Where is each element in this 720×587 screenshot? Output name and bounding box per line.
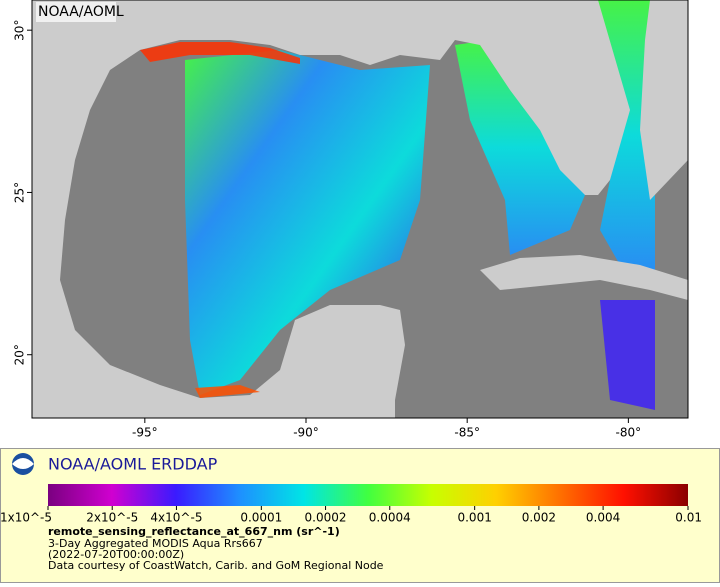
noaa-logo-bird [12, 458, 34, 469]
data-swath [455, 40, 585, 255]
land [32, 0, 688, 418]
colorbar-tick-label: 0.01 [675, 511, 702, 525]
info-line: (2022-07-20T00:00:00Z) [48, 548, 184, 561]
colorbar-tick-label: 4x10^-5 [150, 511, 202, 525]
watermark-bg [36, 2, 116, 22]
colorbar-tick-label: 1x10^-5 [0, 511, 52, 525]
colorbar-tick-label: 0.0004 [369, 511, 411, 525]
legend-panel [0, 448, 720, 583]
colorbar-tick-label: 0.004 [586, 511, 620, 525]
colorbar [48, 484, 688, 506]
info-line: Data courtesy of CoastWatch, Carib. and … [48, 559, 384, 572]
y-tick-label: 25° [13, 182, 27, 203]
x-tick-label: -90° [293, 426, 319, 440]
colorbar-tick-label: 0.0001 [240, 511, 282, 525]
map-frame [31, 0, 689, 419]
data-swath [600, 300, 655, 410]
variable-name: remote_sensing_reflectance_at_667_nm (sr… [48, 525, 340, 538]
colorbar-tick-label: 0.0002 [305, 511, 347, 525]
x-tick-label: -80° [616, 426, 642, 440]
coast-bloom [140, 42, 300, 64]
colorbar-tick-label: 0.001 [457, 511, 491, 525]
legend-title: NOAA/AOML ERDDAP [48, 455, 218, 474]
legend: NOAA/AOML ERDDAP remote_sensing_reflecta… [0, 448, 720, 583]
watermark: NOAA/AOML [38, 4, 124, 20]
map [31, 0, 689, 419]
data-swath [595, 0, 655, 270]
y-tick-label: 20° [13, 344, 27, 365]
x-tick-label: -85° [454, 426, 480, 440]
info-line: 3-Day Aggregated MODIS Aqua Rrs667 [48, 537, 263, 550]
colorbar-tick-label: 2x10^-5 [86, 511, 138, 525]
colorbar-tick-label: 0.002 [522, 511, 556, 525]
coast-bloom [195, 385, 260, 398]
data-swath [185, 50, 430, 395]
land [480, 255, 688, 300]
x-tick-label: -95° [132, 426, 158, 440]
y-tick-label: 30° [13, 20, 27, 41]
